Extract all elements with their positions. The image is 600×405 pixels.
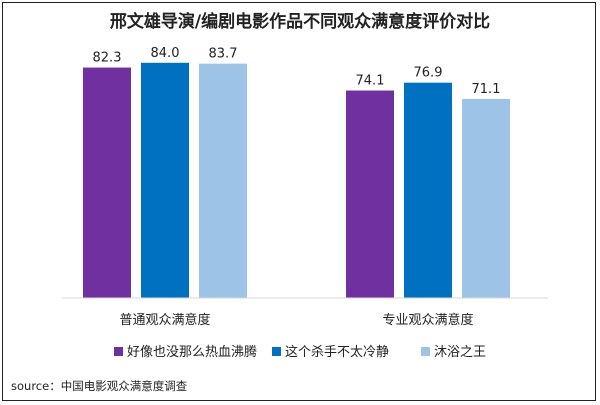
- legend: 好像也没那么热血沸腾 这个杀手不太冷静 沐浴之王: [114, 344, 486, 360]
- legend-label: 沐浴之王: [434, 345, 486, 360]
- data-label: 84.0: [151, 46, 180, 61]
- legend-swatch: [421, 347, 430, 356]
- category-label: 专业观众满意度: [382, 312, 473, 328]
- bar: [141, 62, 189, 298]
- legend-label: 好像也没那么热血沸腾: [127, 344, 257, 360]
- bar: [199, 63, 247, 298]
- legend-swatch: [114, 347, 123, 356]
- bar: [346, 90, 394, 299]
- chart-title: 邢文雄导演/编剧电影作品不同观众满意度评价对比: [110, 11, 490, 32]
- bar: [462, 98, 510, 298]
- legend-label: 这个杀手不太冷静: [285, 344, 389, 360]
- data-label: 76.9: [414, 66, 443, 81]
- source-note: source：中国电影观众满意度调查: [11, 379, 188, 393]
- data-label: 74.1: [356, 74, 385, 89]
- category-label: 普通观众满意度: [119, 312, 210, 328]
- data-label: 83.7: [209, 47, 238, 62]
- bar: [83, 67, 131, 298]
- bar: [404, 82, 452, 299]
- legend-swatch: [272, 347, 281, 356]
- data-label: 71.1: [472, 82, 501, 97]
- data-label: 82.3: [93, 51, 122, 66]
- bar-group: 82.3 84.0 83.7 74.1 76.9 71.1: [83, 46, 510, 299]
- category-labels: 普通观众满意度 专业观众满意度: [119, 312, 473, 328]
